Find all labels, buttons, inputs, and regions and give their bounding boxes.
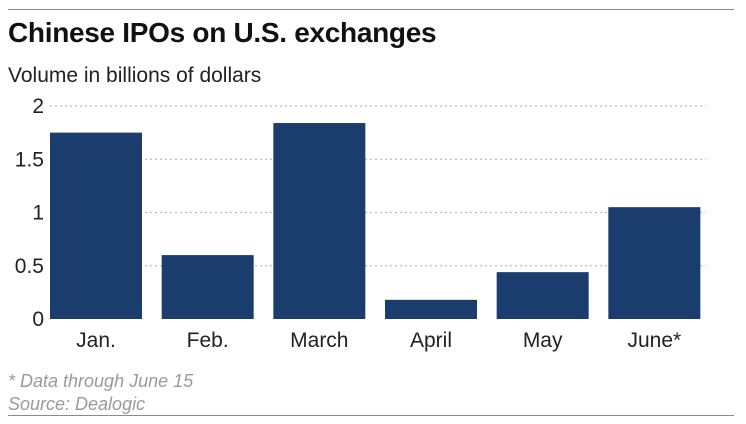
- x-tick-label: Feb.: [187, 329, 229, 352]
- x-tick-label: March: [290, 329, 348, 352]
- y-tick-label: 0: [32, 308, 44, 331]
- bar-feb: [161, 255, 254, 319]
- x-tick-label: May: [523, 329, 563, 352]
- chart-gridlines: [50, 105, 706, 267]
- x-tick-label: June*: [627, 329, 681, 352]
- chart-bars: [50, 123, 701, 319]
- x-tick-label: April: [410, 329, 452, 352]
- y-tick-label: 2: [32, 95, 44, 118]
- bar-march: [273, 123, 366, 319]
- chart-subtitle: Volume in billions of dollars: [8, 64, 262, 87]
- y-axis-tick-labels: 0 0.5 1 1.5 2: [15, 95, 44, 331]
- bar-june: [608, 207, 701, 319]
- x-tick-label: Jan.: [76, 329, 116, 352]
- bar-may: [496, 272, 589, 319]
- bottom-rule: [8, 415, 734, 416]
- y-tick-label: 1.5: [15, 148, 44, 171]
- y-tick-label: 1: [32, 202, 44, 225]
- bar-jan: [50, 132, 142, 319]
- bar-chart: 0 0.5 1 1.5 2 Jan. Feb. March April May June*: [15, 95, 706, 352]
- x-axis-tick-labels: Jan. Feb. March April May June*: [76, 329, 681, 352]
- bar-april: [385, 299, 477, 319]
- footnote: * Data through June 15: [8, 371, 194, 391]
- y-tick-label: 0.5: [15, 255, 44, 278]
- top-rule: [8, 9, 734, 10]
- chart-title: Chinese IPOs on U.S. exchanges: [8, 17, 437, 48]
- source-note: Source: Dealogic: [8, 394, 146, 414]
